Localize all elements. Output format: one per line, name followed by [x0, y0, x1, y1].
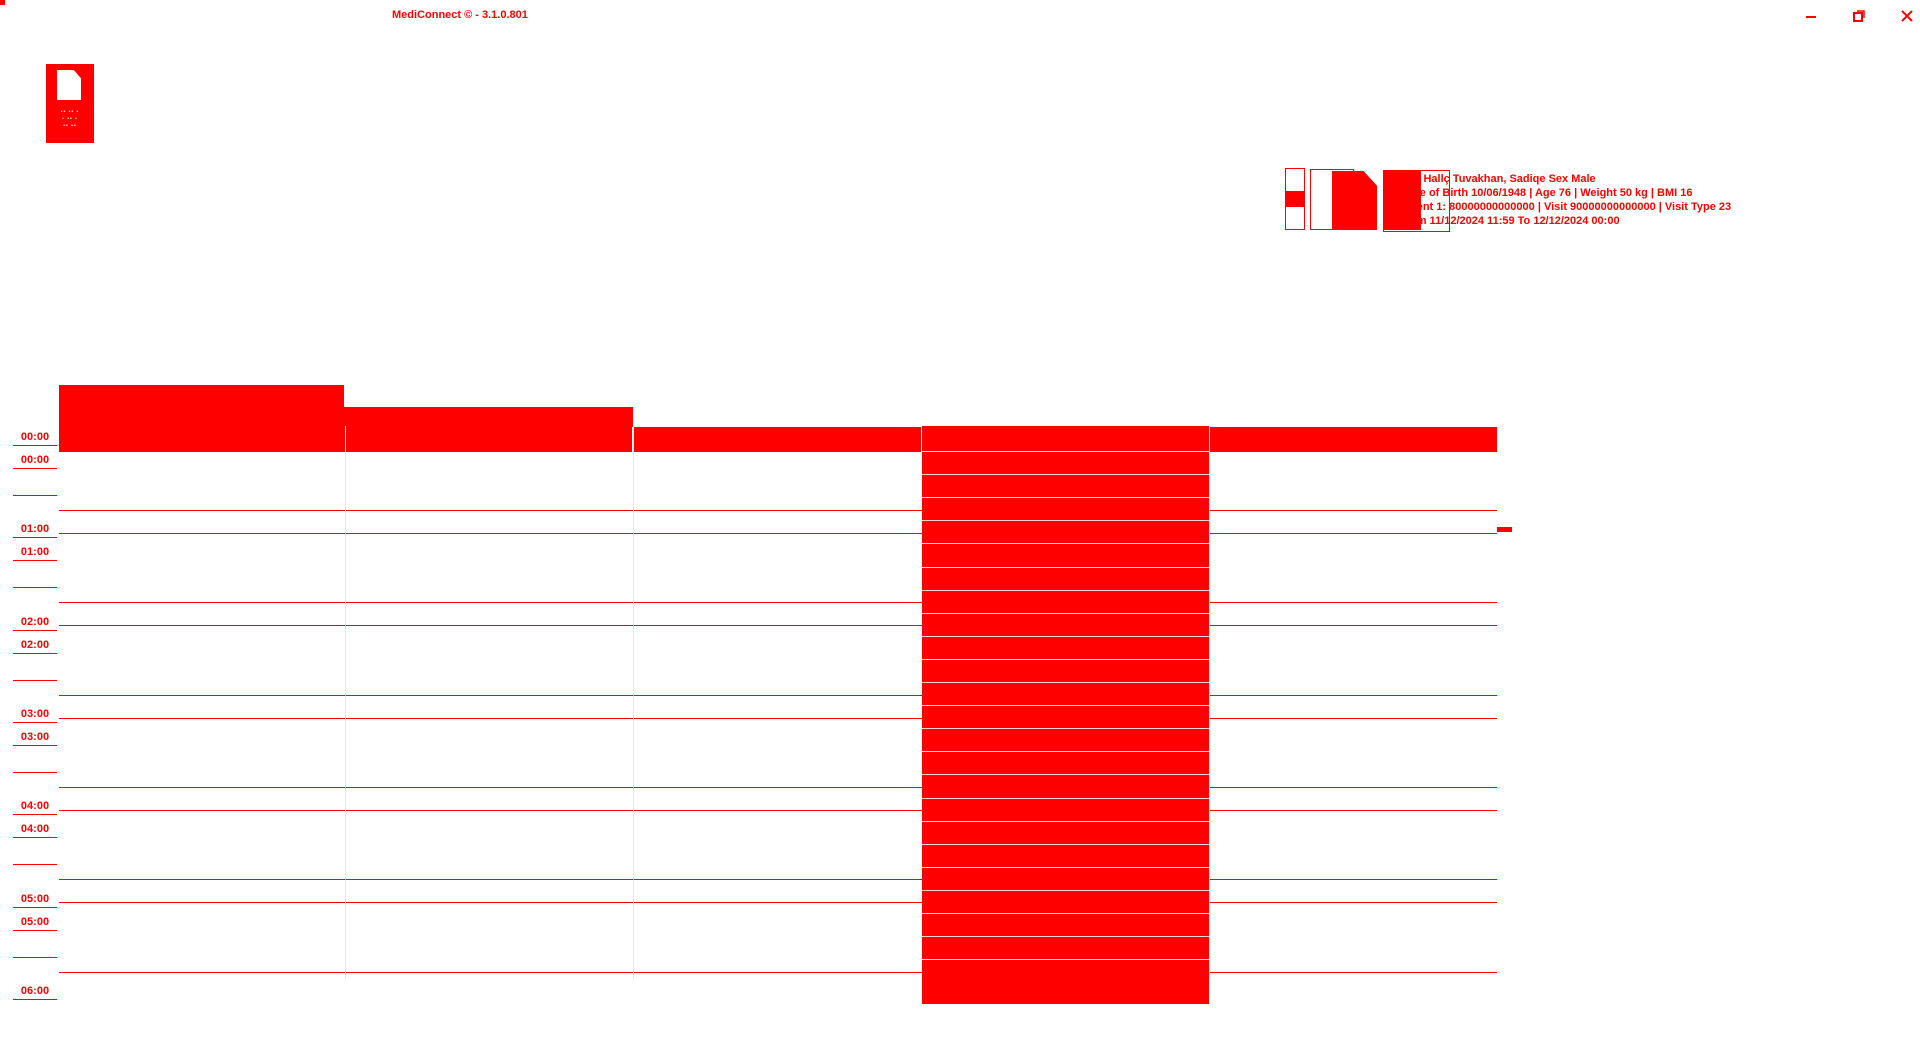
schedule-column-header-2[interactable]: [346, 427, 632, 452]
schedule-column-4-busy[interactable]: [922, 426, 1209, 1004]
schedule-column-header-1[interactable]: [59, 427, 345, 452]
patient-period-line: om 11/12/2024 11:59 To 12/12/2024 00:00: [1410, 215, 1620, 227]
time-label: 00:00: [20, 431, 50, 443]
schedule-row-line: [59, 971, 1497, 973]
time-label: 04:00: [20, 823, 50, 836]
time-tick: [13, 537, 57, 539]
busy-slot-divider: [922, 612, 1209, 614]
patient-info-panel: er Hallç Tuvakhan, Sadiqe Sex Male ate o…: [1410, 172, 1731, 228]
patient-name-line: er Hallç Tuvakhan, Sadiqe Sex Male: [1410, 173, 1596, 185]
time-tick: [13, 652, 57, 654]
time-label: 04:00: [20, 800, 50, 813]
time-tick: [13, 744, 57, 746]
window-corner-mark: [0, 0, 5, 5]
time-tick-minor: [13, 587, 57, 589]
busy-slot-divider: [922, 543, 1209, 545]
busy-slot-divider: [922, 451, 1209, 452]
busy-slot-divider: [922, 820, 1209, 822]
column-separator: [345, 426, 346, 979]
schedule-header-group-1[interactable]: [59, 385, 344, 407]
time-tick: [13, 629, 57, 631]
schedule-row-line: [59, 902, 1497, 904]
time-tick-minor: [13, 495, 57, 496]
schedule-row-line: [59, 786, 1497, 788]
busy-slot-divider: [922, 774, 1209, 776]
time-tick: [13, 837, 57, 839]
busy-slot-divider: [922, 474, 1209, 476]
schedule-column-header-5[interactable]: [1210, 427, 1497, 452]
busy-slot-divider: [922, 589, 1209, 591]
column-separator: [633, 426, 634, 979]
time-label: 06:00: [20, 984, 50, 997]
column-separator: [1209, 426, 1210, 979]
time-tick: [13, 929, 57, 931]
patient-card-icon[interactable]: [1383, 170, 1421, 230]
busy-slot-divider: [922, 520, 1209, 522]
busy-slot-divider: [922, 635, 1209, 637]
schedule-row-line: [59, 809, 1497, 811]
minimize-icon: [1806, 16, 1816, 18]
time-label: 02:00: [20, 615, 50, 628]
patient-nav-icon[interactable]: [1285, 168, 1305, 230]
busy-slot-divider: [922, 936, 1209, 938]
busy-slot-divider: [922, 959, 1209, 961]
logo-decoration: •• •• • • •• • •• ••: [60, 109, 80, 129]
time-label: 05:00: [20, 892, 50, 905]
time-tick: [13, 721, 57, 723]
time-tick: [13, 814, 57, 816]
time-tick: [13, 560, 57, 562]
time-label: 02:00: [20, 638, 50, 651]
time-tick-minor: [13, 771, 57, 773]
time-tick: [13, 998, 57, 1000]
time-label: 03:00: [20, 707, 50, 720]
patient-birth-line: ate of Birth 10/06/1948 | Age 76 | Weigh…: [1410, 187, 1693, 199]
window-title: MediConnect © - 3.1.0.801: [392, 9, 528, 21]
time-tick-minor: [13, 864, 57, 866]
time-label: 01:00: [20, 523, 50, 536]
busy-slot-divider: [922, 566, 1209, 568]
current-time-marker: [1497, 527, 1512, 532]
schedule-row-line: [59, 694, 1497, 696]
busy-slot-divider: [922, 728, 1209, 730]
time-label: 03:00: [20, 730, 50, 743]
busy-slot-divider: [922, 682, 1209, 683]
document-icon[interactable]: [1332, 171, 1377, 230]
close-icon: [1901, 10, 1913, 22]
busy-slot-divider: [922, 751, 1209, 753]
schedule-row-line: [59, 602, 1497, 604]
time-label: 05:00: [20, 915, 50, 928]
patient-visit-line: tient 1: 80000000000000 | Visit 90000000…: [1410, 201, 1732, 213]
busy-slot-divider: [922, 843, 1209, 845]
busy-slot-divider: [922, 866, 1209, 868]
busy-slot-divider: [922, 913, 1209, 914]
schedule-row-line: [59, 717, 1497, 719]
time-tick: [13, 445, 57, 446]
schedule-row-line: [59, 533, 1497, 534]
restore-button[interactable]: [1841, 4, 1877, 28]
schedule-row-line: [59, 510, 1497, 511]
time-tick: [13, 906, 57, 908]
schedule-column-header-3[interactable]: [634, 427, 921, 452]
patient-card-frame: [1383, 170, 1450, 232]
document-logo-icon: [57, 70, 81, 100]
time-tick-minor: [13, 679, 57, 681]
close-button[interactable]: [1889, 4, 1920, 28]
busy-slot-divider: [922, 497, 1209, 499]
schedule-row-line: [59, 625, 1497, 627]
time-tick-minor: [13, 956, 57, 958]
time-label: 00:00: [20, 454, 50, 466]
schedule-header-group-2[interactable]: [59, 407, 633, 427]
busy-slot-divider: [922, 705, 1209, 707]
busy-slot-divider: [922, 658, 1209, 660]
schedule-row-line: [59, 879, 1497, 881]
time-tick: [13, 468, 57, 469]
minimize-button[interactable]: [1793, 4, 1829, 28]
restore-icon: [1853, 10, 1865, 22]
time-label: 01:00: [20, 546, 50, 559]
busy-slot-divider: [922, 797, 1209, 799]
busy-slot-divider: [922, 889, 1209, 891]
app-logo: •• •• • • •• • •• ••: [46, 64, 94, 143]
